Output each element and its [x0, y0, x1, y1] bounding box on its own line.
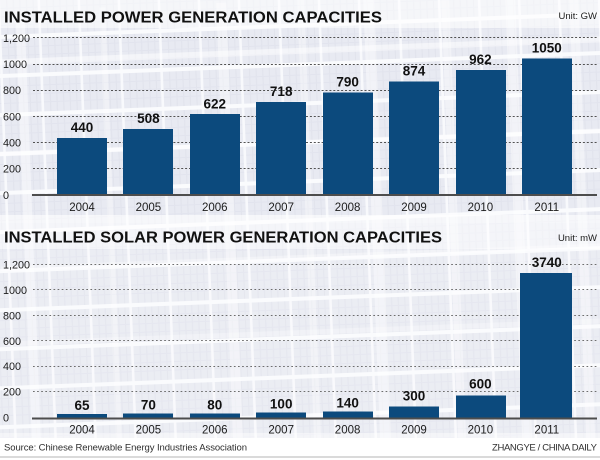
svg-text:2004: 2004 — [69, 202, 95, 214]
svg-text:INSTALLED POWER GENERATION CAP: INSTALLED POWER GENERATION CAPACITIES — [4, 9, 382, 26]
svg-text:962: 962 — [469, 52, 492, 67]
svg-text:2005: 2005 — [136, 202, 162, 214]
svg-text:0: 0 — [3, 190, 9, 202]
svg-text:622: 622 — [204, 96, 227, 111]
svg-text:2008: 2008 — [335, 425, 361, 437]
svg-text:Unit: mW: Unit: mW — [558, 233, 597, 244]
svg-text:2006: 2006 — [202, 202, 228, 214]
svg-text:440: 440 — [71, 120, 94, 135]
svg-text:1,200: 1,200 — [3, 260, 30, 272]
svg-text:800: 800 — [3, 85, 21, 97]
svg-text:400: 400 — [3, 137, 21, 149]
svg-text:1050: 1050 — [532, 41, 562, 56]
svg-text:1000: 1000 — [3, 285, 27, 297]
svg-text:INSTALLED SOLAR POWER GENERATI: INSTALLED SOLAR POWER GENERATION CAPACIT… — [4, 230, 442, 247]
svg-text:200: 200 — [3, 387, 21, 399]
svg-text:80: 80 — [207, 397, 222, 412]
svg-text:2010: 2010 — [468, 202, 494, 214]
svg-text:2009: 2009 — [401, 202, 427, 214]
svg-text:600: 600 — [469, 377, 492, 392]
svg-text:ZHANGYE / CHINA DAILY: ZHANGYE / CHINA DAILY — [492, 443, 598, 454]
svg-text:200: 200 — [3, 164, 21, 176]
svg-text:300: 300 — [403, 389, 426, 404]
svg-text:70: 70 — [141, 398, 156, 413]
svg-text:508: 508 — [137, 111, 160, 126]
svg-text:1000: 1000 — [3, 59, 27, 71]
svg-text:140: 140 — [336, 396, 359, 411]
svg-text:2010: 2010 — [468, 425, 494, 437]
svg-text:2009: 2009 — [401, 425, 427, 437]
svg-text:2005: 2005 — [136, 425, 162, 437]
svg-text:Source: Chinese Renewable Ener: Source: Chinese Renewable Energy Industr… — [4, 443, 247, 454]
svg-text:874: 874 — [403, 63, 426, 78]
svg-text:2011: 2011 — [534, 425, 559, 437]
svg-text:2008: 2008 — [335, 202, 361, 214]
svg-text:1,200: 1,200 — [3, 33, 30, 45]
svg-text:800: 800 — [3, 310, 21, 322]
svg-text:Unit: GW: Unit: GW — [558, 11, 597, 22]
svg-text:2004: 2004 — [69, 425, 95, 437]
svg-text:3740: 3740 — [532, 255, 562, 270]
svg-text:2006: 2006 — [202, 425, 228, 437]
svg-text:100: 100 — [270, 397, 293, 412]
svg-text:2011: 2011 — [534, 202, 559, 214]
svg-text:0: 0 — [3, 412, 9, 424]
svg-text:600: 600 — [3, 111, 21, 123]
svg-text:2007: 2007 — [268, 202, 294, 214]
svg-text:600: 600 — [3, 336, 21, 348]
svg-text:400: 400 — [3, 361, 21, 373]
svg-text:790: 790 — [336, 74, 359, 89]
svg-text:65: 65 — [74, 398, 90, 413]
svg-text:718: 718 — [270, 84, 293, 99]
svg-text:2007: 2007 — [268, 425, 294, 437]
